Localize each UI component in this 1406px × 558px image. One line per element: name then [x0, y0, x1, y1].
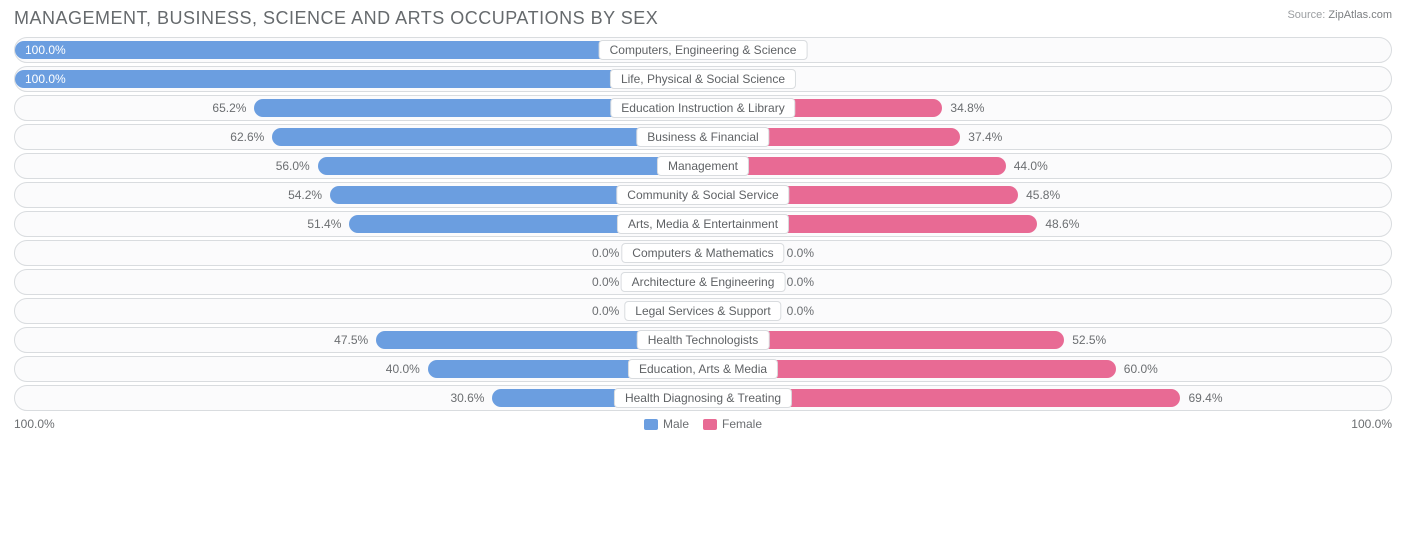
category-label: Arts, Media & Entertainment [617, 214, 789, 234]
male-value-label: 62.6% [230, 130, 264, 144]
female-value-label: 48.6% [1045, 217, 1079, 231]
male-value-label: 65.2% [212, 101, 246, 115]
category-label: Business & Financial [636, 127, 769, 147]
female-value-label: 37.4% [968, 130, 1002, 144]
source-label: Source: [1287, 9, 1325, 21]
female-value-label: 60.0% [1124, 362, 1158, 376]
male-value-label: 56.0% [276, 159, 310, 173]
chart-header: MANAGEMENT, BUSINESS, SCIENCE AND ARTS O… [14, 8, 1392, 29]
male-bar [318, 157, 703, 175]
female-value-label: 0.0% [787, 275, 814, 289]
legend-male: Male [644, 417, 689, 431]
chart-row: 0.0% 0.0%Architecture & Engineering [14, 269, 1392, 295]
category-label: Architecture & Engineering [621, 272, 786, 292]
male-bar [15, 70, 703, 88]
legend-female: Female [703, 417, 762, 431]
female-value-label: 0.0% [787, 246, 814, 260]
chart-row: 47.5% 52.5% Health Technologists [14, 327, 1392, 353]
female-value-label: 0.0% [787, 304, 814, 318]
male-value-label: 0.0% [592, 246, 619, 260]
chart-row: 100.0%0.0%Life, Physical & Social Scienc… [14, 66, 1392, 92]
chart-row: 54.2% 45.8% Community & Social Service [14, 182, 1392, 208]
chart-title: MANAGEMENT, BUSINESS, SCIENCE AND ARTS O… [14, 8, 658, 29]
female-value-label: 34.8% [950, 101, 984, 115]
male-swatch-icon [644, 419, 658, 430]
category-label: Management [657, 156, 749, 176]
source-attribution: Source: ZipAtlas.com [1287, 8, 1392, 22]
male-value-label: 40.0% [386, 362, 420, 376]
female-swatch-icon [703, 419, 717, 430]
chart-row: 51.4% 48.6% Arts, Media & Entertainment [14, 211, 1392, 237]
chart-row: 65.2% 34.8% Education Instruction & Librar… [14, 95, 1392, 121]
category-label: Life, Physical & Social Science [610, 69, 796, 89]
legend-male-label: Male [663, 417, 689, 431]
category-label: Computers & Mathematics [621, 243, 784, 263]
male-value-label: 51.4% [307, 217, 341, 231]
category-label: Education, Arts & Media [628, 359, 778, 379]
chart-row: 0.0% 0.0%Computers & Mathematics [14, 240, 1392, 266]
male-value-label: 30.6% [450, 391, 484, 405]
chart-row: 40.0% 60.0% Education, Arts & Media [14, 356, 1392, 382]
chart-row: 62.6% 37.4% Business & Financial [14, 124, 1392, 150]
category-label: Education Instruction & Library [610, 98, 795, 118]
chart-rows: 100.0% 0.0% Computers, Engineering & Scien… [14, 37, 1392, 411]
male-value-label: 100.0% [25, 43, 66, 57]
female-value-label: 69.4% [1188, 391, 1222, 405]
source-name: ZipAtlas.com [1328, 9, 1392, 21]
male-value-label: 54.2% [288, 188, 322, 202]
chart-footer: 100.0% Male Female 100.0% [14, 417, 1392, 431]
legend-female-label: Female [722, 417, 762, 431]
male-value-label: 0.0% [592, 304, 619, 318]
axis-left-label: 100.0% [14, 417, 55, 431]
legend: Male Female [55, 417, 1352, 431]
female-value-label: 45.8% [1026, 188, 1060, 202]
female-value-label: 52.5% [1072, 333, 1106, 347]
chart-row: 0.0% 0.0% Legal Services & Support [14, 298, 1392, 324]
female-value-label: 44.0% [1014, 159, 1048, 173]
axis-right-label: 100.0% [1351, 417, 1392, 431]
category-label: Health Technologists [637, 330, 770, 350]
category-label: Health Diagnosing & Treating [614, 388, 792, 408]
category-label: Computers, Engineering & Science [599, 40, 808, 60]
male-value-label: 100.0% [25, 72, 66, 86]
male-value-label: 47.5% [334, 333, 368, 347]
category-label: Legal Services & Support [624, 301, 781, 321]
chart-row: 30.6% 69.4% Health Diagnosing & Treating [14, 385, 1392, 411]
chart-row: 100.0%0.0%Computers, Engineering & Scien… [14, 37, 1392, 63]
male-value-label: 0.0% [592, 275, 619, 289]
chart-row: 56.0% 44.0% Management [14, 153, 1392, 179]
category-label: Community & Social Service [616, 185, 789, 205]
